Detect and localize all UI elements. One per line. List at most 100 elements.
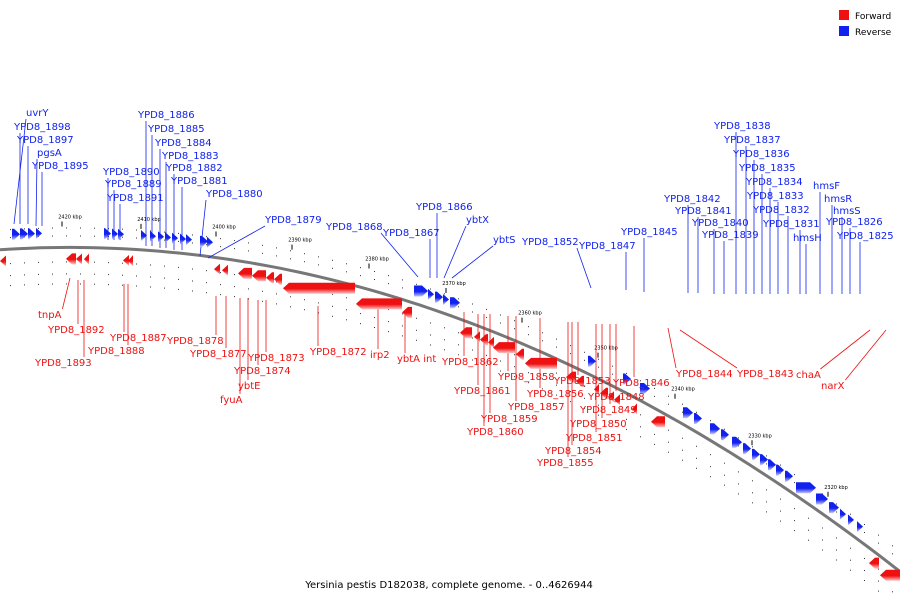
- track-dot: [66, 235, 67, 237]
- gene-label: YPD8_1852: [521, 237, 579, 248]
- track-dot: [752, 502, 753, 504]
- gene-label: YPD8_1842: [663, 194, 721, 205]
- track-dot: [38, 261, 39, 263]
- track-dot: [10, 237, 11, 239]
- track-dot: [122, 262, 123, 264]
- track-dot: [94, 227, 95, 229]
- reverse-gene: [760, 454, 768, 466]
- track-dot: [150, 286, 151, 288]
- track-dot: [10, 275, 11, 277]
- track-dot: [346, 271, 347, 273]
- track-dot: [766, 511, 767, 513]
- gene-label: YPD8_1885: [147, 124, 205, 135]
- gene-label: YPD8_1853: [553, 376, 611, 387]
- track-dot: [374, 279, 375, 280]
- label-leader: [679, 329, 738, 369]
- reverse-gene: [104, 228, 111, 240]
- forward-gene: [608, 391, 614, 403]
- gene-label: YPD8_1855: [536, 458, 594, 469]
- track-dot: [430, 322, 431, 324]
- gene-label: YPD8_1825: [836, 231, 894, 242]
- label-leader: [443, 225, 467, 279]
- forward-gene: [488, 336, 494, 348]
- gene-label: YPD8_1886: [137, 110, 195, 121]
- gene-label: YPD8_1826: [825, 217, 883, 228]
- track-dot: [234, 240, 235, 242]
- track-dot: [220, 272, 221, 274]
- track-dot: [178, 278, 179, 280]
- gene-label: YPD8_1895: [31, 161, 89, 172]
- track-dot: [38, 227, 39, 229]
- track-dot: [822, 527, 823, 529]
- gene-label: YPD8_1833: [746, 191, 804, 202]
- gene-label: hmsS: [833, 206, 861, 217]
- gene-label: YPD8_1839: [701, 230, 759, 241]
- track-dot: [192, 280, 193, 282]
- gene-label: YPD8_1866: [415, 202, 473, 213]
- track-dot: [612, 365, 613, 367]
- track-dot: [234, 286, 235, 288]
- track-dot: [332, 267, 333, 269]
- track-dot: [416, 283, 417, 285]
- gene-label: YPD8_1898: [13, 122, 71, 133]
- track-dot: [346, 309, 347, 311]
- track-dot: [108, 228, 109, 230]
- track-dot: [38, 283, 39, 285]
- track-dot: [654, 395, 655, 397]
- gene-label: uvrY: [26, 108, 49, 119]
- track-dot: [262, 244, 263, 246]
- track-dot: [598, 366, 599, 368]
- track-dot: [332, 315, 333, 317]
- track-dot: [626, 372, 627, 374]
- gene-labels: uvrY YPD8_1898 YPD8_1897 pgsA YPD8_1895 YPD8_…: [13, 108, 894, 469]
- track-dot: [318, 256, 319, 258]
- kbp-tick-label: 2410 kbp: [137, 217, 161, 223]
- track-dot: [738, 445, 739, 447]
- track-dot: [290, 306, 291, 308]
- forward-gene: [283, 282, 355, 294]
- track-dot: [766, 501, 767, 503]
- track-dot: [108, 284, 109, 286]
- track-dot: [878, 580, 879, 582]
- track-dot: [808, 539, 809, 541]
- legend-swatch-forward: [839, 10, 849, 20]
- track-dot: [514, 376, 515, 378]
- kbp-tick-label: 2360 kbp: [518, 311, 542, 317]
- track-dot: [682, 437, 683, 439]
- track-dot: [262, 300, 263, 302]
- track-dot: [654, 433, 655, 435]
- track-dot: [136, 263, 137, 265]
- track-dot: [696, 467, 697, 469]
- track-dot: [248, 298, 249, 300]
- track-dot: [584, 351, 585, 353]
- track-dot: [24, 274, 25, 276]
- track-dot: [416, 329, 417, 331]
- track-dot: [80, 283, 81, 285]
- gene-label: YPD8_1851: [565, 433, 623, 444]
- forward-gene: [576, 375, 584, 387]
- track-dot: [318, 264, 319, 266]
- track-dot: [290, 258, 291, 260]
- forward-gene: [480, 334, 488, 346]
- track-dot: [52, 283, 53, 285]
- track-dot: [724, 484, 725, 486]
- label-leader: [199, 199, 207, 257]
- track-dot: [766, 463, 767, 465]
- forward-gene: [594, 383, 599, 395]
- track-dot: [612, 411, 613, 413]
- track-dot: [444, 327, 445, 329]
- track-dot: [626, 406, 627, 408]
- reverse-gene: [796, 482, 816, 494]
- reverse-gene: [12, 228, 20, 240]
- track-dot: [892, 553, 893, 555]
- track-dot: [458, 298, 459, 300]
- track-dot: [248, 288, 249, 290]
- reverse-gene: [840, 508, 846, 520]
- track-dot: [472, 311, 473, 313]
- reverse-gene: [443, 294, 449, 305]
- forward-gene: [493, 342, 515, 354]
- track-dot: [780, 498, 781, 500]
- track-dot: [136, 229, 137, 231]
- track-dot: [430, 334, 431, 336]
- label-leader: [451, 245, 494, 279]
